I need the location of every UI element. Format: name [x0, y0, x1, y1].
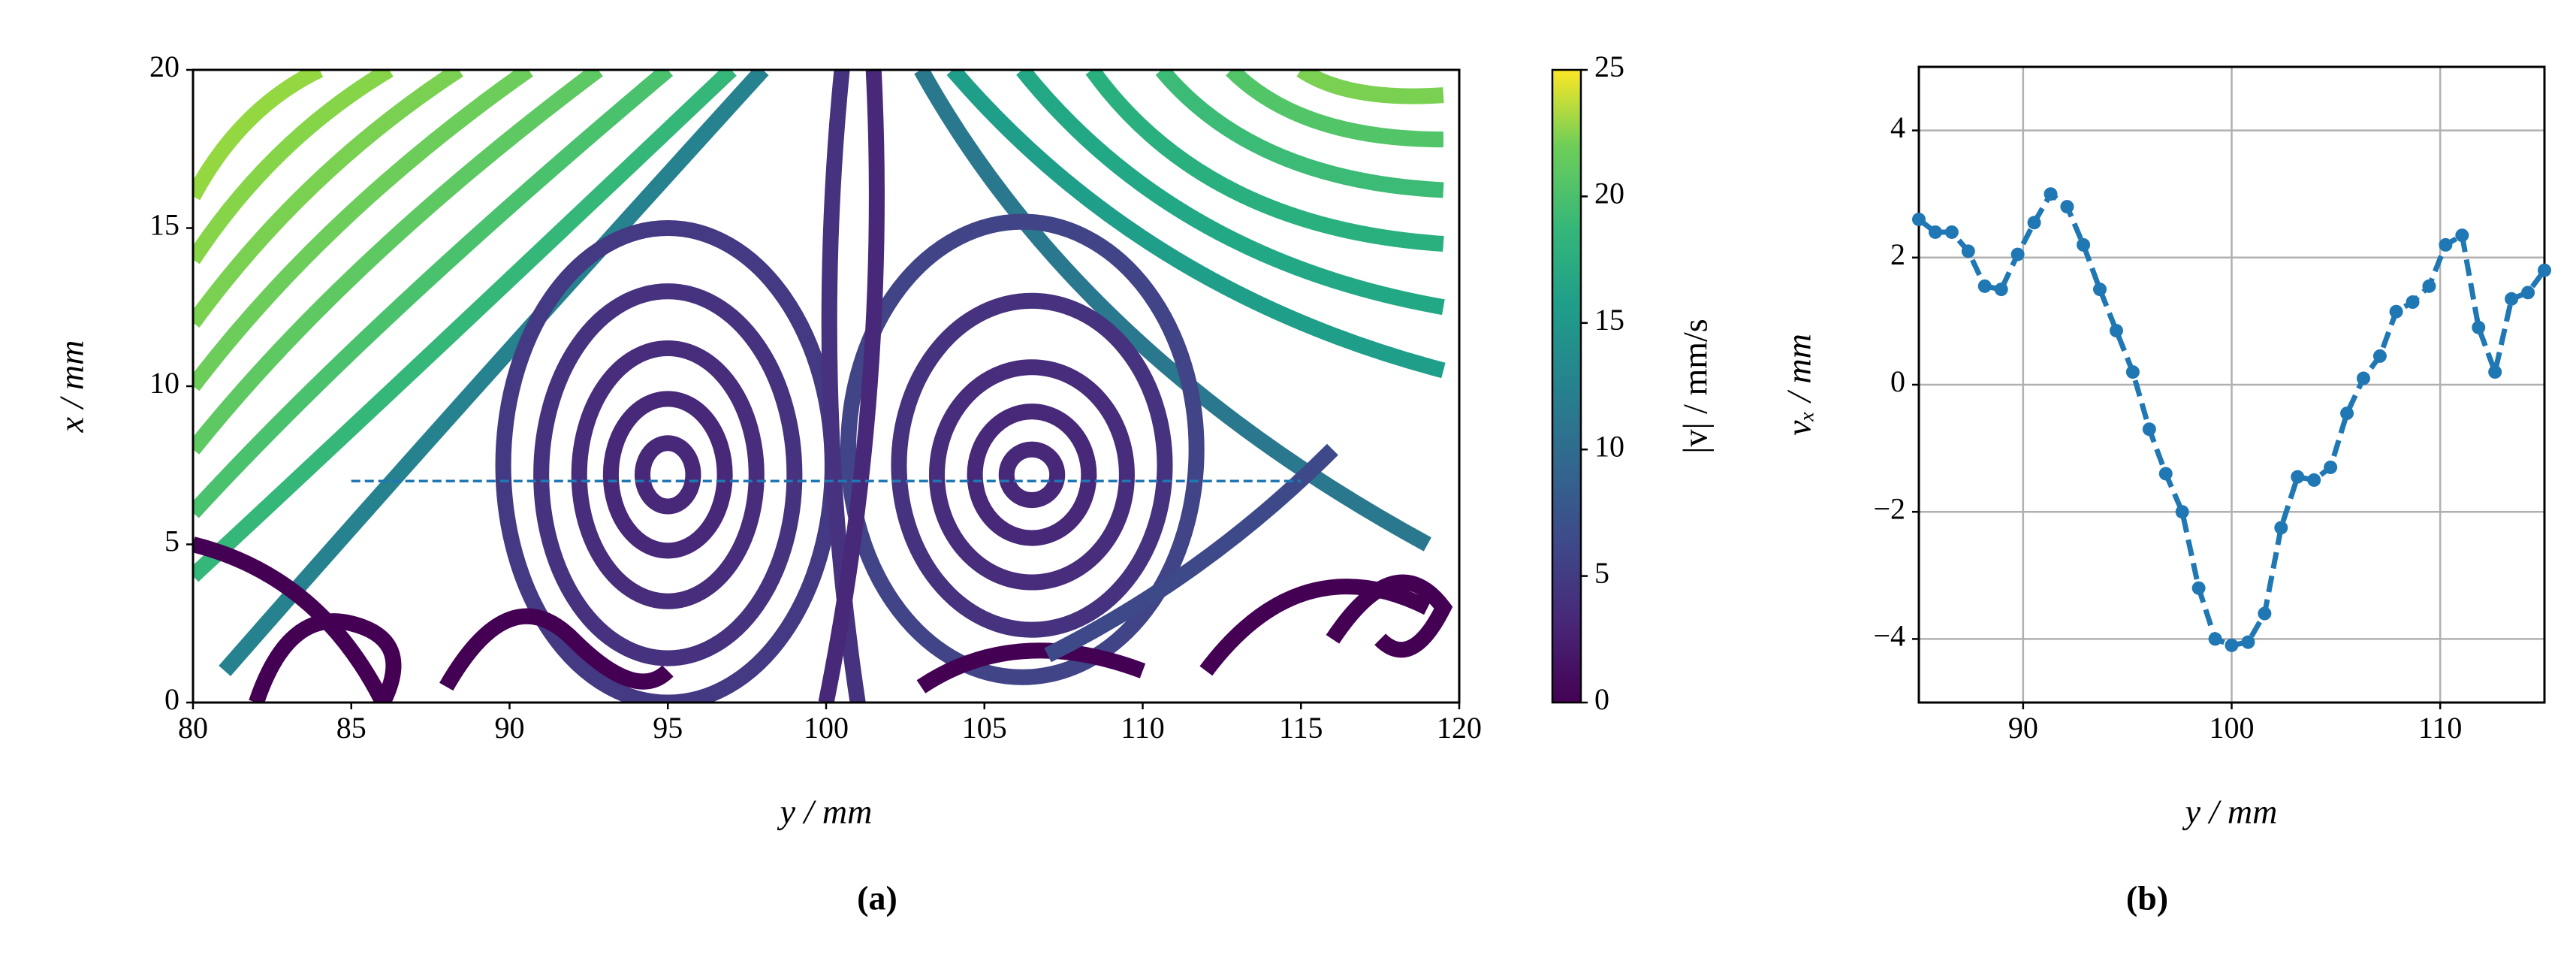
x-tick-label: 110: [1121, 711, 1165, 745]
data-point: [2307, 473, 2321, 487]
data-point: [2291, 470, 2305, 484]
data-point: [2340, 406, 2354, 421]
y-tick-label: 20: [149, 50, 179, 83]
data-point: [2389, 304, 2403, 319]
colorbar-tick-label: 15: [1594, 303, 1624, 337]
data-point: [2472, 320, 2486, 334]
data-point: [1912, 213, 1926, 227]
data-point: [1944, 225, 1959, 239]
data-point: [1928, 225, 1942, 239]
colorbar: [1551, 68, 1582, 704]
data-point: [2324, 460, 2338, 474]
data-point: [2488, 365, 2502, 379]
data-point: [2010, 247, 2025, 261]
data-point: [2505, 292, 2519, 306]
x-tick-label: 120: [1437, 711, 1482, 745]
data-point: [2044, 187, 2058, 201]
y-tick-label: −2: [1873, 491, 1905, 525]
data-point: [2241, 635, 2255, 649]
data-point: [1977, 279, 1992, 293]
x-axis-label: y / mm: [2182, 793, 2278, 831]
data-point: [1961, 244, 1975, 258]
y-tick-label: 15: [149, 208, 179, 242]
x-axis-label: y / mm: [777, 793, 873, 831]
colorbar-label: |v| / mm/s: [1676, 319, 1715, 453]
colorbar-tick-label: 25: [1594, 50, 1624, 83]
y-tick-label: 0: [164, 682, 179, 716]
data-point: [2372, 349, 2387, 363]
data-point: [2439, 237, 2453, 252]
data-point: [2538, 263, 2551, 277]
plot-frame: [192, 68, 1461, 704]
x-tick-label: 85: [336, 711, 366, 745]
data-point: [2093, 283, 2107, 297]
x-tick-label: 95: [653, 711, 683, 745]
data-point: [2406, 295, 2420, 310]
x-tick-label: 115: [1279, 711, 1323, 745]
colorbar-tick-label: 20: [1594, 177, 1624, 210]
x-tick-label: 90: [495, 711, 525, 745]
x-tick-label: 105: [962, 711, 1007, 745]
x-tick-label: 110: [2418, 711, 2463, 745]
data-point: [2158, 467, 2173, 481]
plot-frame: [1917, 65, 2546, 704]
colorbar-tick-label: 5: [1594, 556, 1609, 590]
panel-label: (b): [2126, 879, 2168, 917]
data-point: [2422, 279, 2436, 293]
data-point: [2077, 237, 2091, 252]
y-tick-label: 0: [1890, 364, 1905, 398]
x-tick-label: 100: [804, 711, 849, 745]
data-point: [2258, 606, 2272, 621]
data-point: [2142, 422, 2156, 437]
y-axis-label: vₓ / mm: [1780, 334, 1818, 436]
y-tick-label: 10: [149, 366, 179, 400]
x-tick-label: 80: [178, 711, 208, 745]
data-point: [2109, 324, 2123, 338]
x-tick-label: 90: [2008, 711, 2038, 745]
colorbar-tick-label: 10: [1594, 429, 1624, 463]
data-point: [2455, 228, 2469, 243]
data-point: [2060, 200, 2074, 214]
streamlines: [193, 70, 1453, 703]
data-point: [2208, 632, 2222, 646]
data-point: [2175, 505, 2189, 519]
y-tick-label: 5: [164, 524, 179, 558]
data-point: [2356, 371, 2370, 385]
y-tick-label: −4: [1873, 619, 1905, 653]
panel-label: (a): [857, 879, 897, 917]
data-point: [2521, 286, 2535, 300]
data-point: [2027, 216, 2041, 230]
data-point: [2274, 521, 2288, 535]
data-point: [2125, 365, 2140, 379]
data-point: [1994, 283, 2008, 297]
y-tick-label: 2: [1890, 237, 1905, 271]
data-point: [2191, 581, 2206, 595]
y-tick-label: 4: [1890, 110, 1905, 144]
colorbar-tick-label: 0: [1594, 682, 1609, 716]
data-point: [2225, 638, 2239, 652]
y-axis-label: x / mm: [53, 340, 91, 434]
x-tick-label: 100: [2210, 711, 2255, 745]
